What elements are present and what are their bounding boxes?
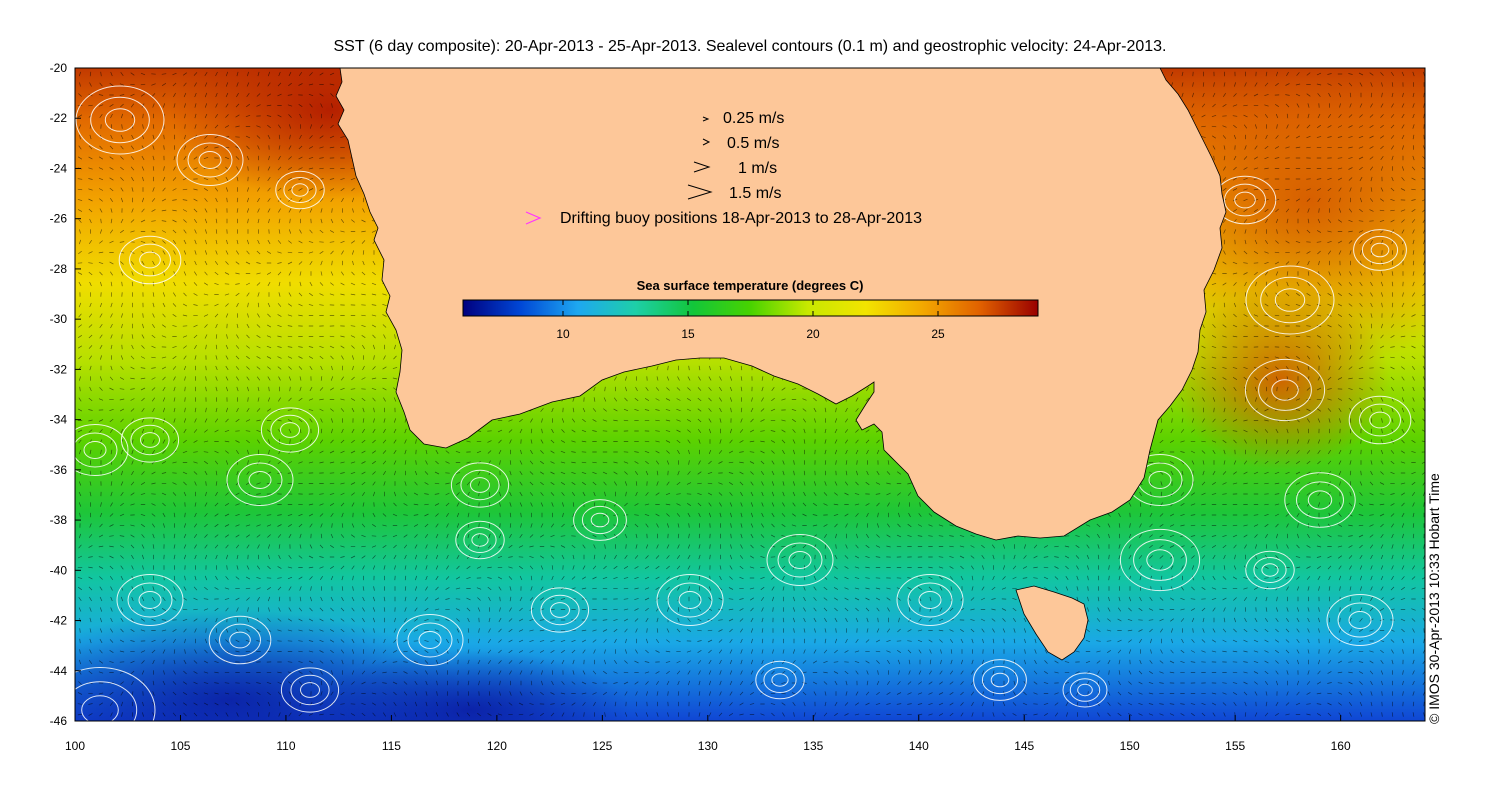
arrow-legend-glyph-1 xyxy=(702,116,710,122)
colorbar-label: 20 xyxy=(806,327,820,341)
y-tick-label: -24 xyxy=(50,161,68,175)
buoy-legend-label: Drifting buoy positions 18-Apr-2013 to 2… xyxy=(560,210,922,227)
credit-text: © IMOS 30-Apr-2013 10:33 Hobart Time xyxy=(1426,473,1442,724)
arrow-legend-glyph-4 xyxy=(687,184,713,200)
y-tick-label: -34 xyxy=(50,413,68,427)
colorbar-label: 25 xyxy=(931,327,945,341)
tasmania-land xyxy=(1015,585,1089,661)
x-tick-label: 125 xyxy=(592,739,612,753)
x-tick-label: 100 xyxy=(65,739,85,753)
buoy-legend-glyph xyxy=(525,211,542,225)
colorbar-title: Sea surface temperature (degrees C) xyxy=(637,278,864,293)
y-tick-label: -44 xyxy=(50,664,68,678)
x-tick-label: 135 xyxy=(803,739,823,753)
legend-label-3: 1 m/s xyxy=(738,160,777,177)
y-axis: -20 -22 -24 -26 -28 -30 -32 -34 -36 -38 -40 -42 -44 -… xyxy=(50,61,81,728)
y-tick-label: -26 xyxy=(50,212,68,226)
legend-label-2: 0.5 m/s xyxy=(727,135,779,152)
legend-label-1: 0.25 m/s xyxy=(723,110,784,127)
y-tick-label: -38 xyxy=(50,513,68,527)
x-tick-label: 105 xyxy=(170,739,190,753)
x-tick-label: 140 xyxy=(909,739,929,753)
y-tick-label: -40 xyxy=(50,563,68,577)
arrow-legend-glyph-2 xyxy=(702,138,711,146)
colorbar-label: 10 xyxy=(556,327,570,341)
arrow-legend-glyph-3 xyxy=(693,161,711,173)
colorbar-label: 15 xyxy=(681,327,695,341)
y-tick-label: -30 xyxy=(50,312,68,326)
y-tick-label: -22 xyxy=(50,111,68,125)
y-tick-label: -20 xyxy=(50,61,68,75)
x-tick-label: 120 xyxy=(487,739,507,753)
y-tick-label: -32 xyxy=(50,362,68,376)
x-axis: 100 105 110 115 120 125 130 135 140 145 150 155 160 xyxy=(65,715,1351,753)
colorbar-ramp xyxy=(462,299,1039,317)
plot-frame xyxy=(74,67,1426,722)
x-tick-label: 160 xyxy=(1331,739,1351,753)
x-tick-label: 130 xyxy=(698,739,718,753)
colorbar-ticks: 10 15 20 25 xyxy=(556,300,945,341)
y-tick-label: -46 xyxy=(50,714,68,728)
x-tick-label: 110 xyxy=(276,739,295,753)
x-tick-label: 145 xyxy=(1014,739,1034,753)
y-tick-label: -42 xyxy=(50,614,68,628)
velocity-legend: 0.25 m/s 0.5 m/s 1 m/s 1.5 m/s Drifting … xyxy=(525,110,922,227)
map-title: SST (6 day composite): 20-Apr-2013 - 25-… xyxy=(333,38,1167,55)
y-tick-label: -28 xyxy=(50,262,68,276)
x-tick-label: 155 xyxy=(1225,739,1245,753)
x-tick-label: 150 xyxy=(1120,739,1140,753)
y-tick-label: -36 xyxy=(50,463,68,477)
x-tick-label: 115 xyxy=(382,739,401,753)
colorbar: Sea surface temperature (degrees C) 10 15… xyxy=(462,278,1039,341)
legend-label-4: 1.5 m/s xyxy=(729,185,781,202)
